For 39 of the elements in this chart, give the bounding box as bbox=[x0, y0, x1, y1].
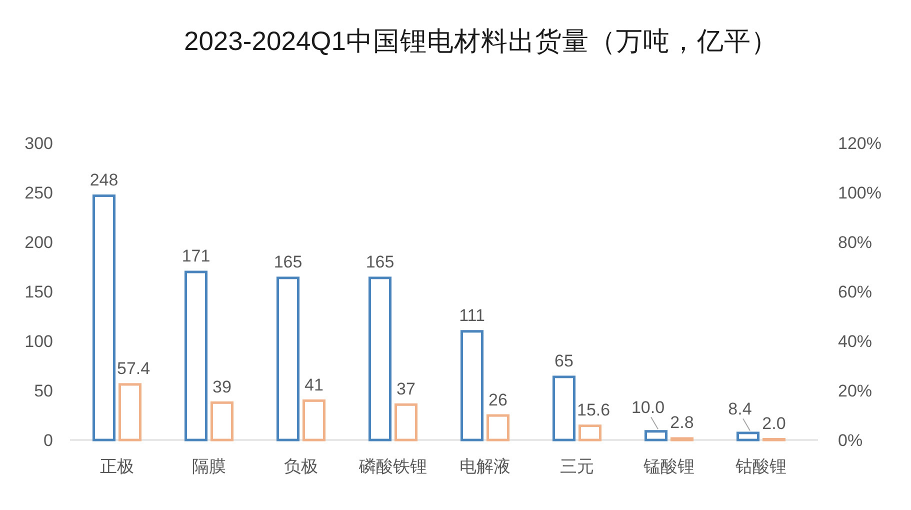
ytick: 250 bbox=[24, 184, 53, 202]
ytick: 300 bbox=[24, 134, 53, 153]
y2tick: 60% bbox=[838, 282, 872, 302]
data-label: 15.6 bbox=[577, 400, 610, 420]
data-label: 111 bbox=[459, 306, 485, 326]
data-label: 2.8 bbox=[670, 413, 694, 432]
y2tick: 40% bbox=[838, 332, 872, 351]
xtick: 三元 bbox=[560, 457, 594, 476]
xtick: 负极 bbox=[284, 457, 318, 476]
xtick: 隔膜 bbox=[192, 457, 226, 476]
xtick: 正极 bbox=[100, 457, 134, 476]
ytick: 200 bbox=[24, 233, 53, 252]
data-label: 165 bbox=[274, 252, 302, 272]
data-label: 8.4 bbox=[728, 400, 752, 419]
data-label: 2.0 bbox=[762, 414, 786, 434]
y2tick: 120% bbox=[838, 134, 882, 153]
data-label: 41 bbox=[304, 375, 324, 394]
data-label: 39 bbox=[212, 377, 232, 396]
ytick: 50 bbox=[34, 382, 53, 400]
y2tick: 80% bbox=[838, 233, 872, 252]
xtick: 锰酸锂 bbox=[644, 457, 694, 476]
xtick: 电解液 bbox=[460, 457, 510, 476]
y2tick: 0% bbox=[838, 431, 863, 450]
data-label: 171 bbox=[182, 246, 210, 266]
data-label: 10.0 bbox=[631, 398, 665, 418]
ytick: 150 bbox=[24, 282, 53, 302]
y2tick: 20% bbox=[838, 382, 872, 400]
data-label: 165 bbox=[366, 252, 394, 272]
xtick: 磷酸铁锂 bbox=[359, 457, 427, 476]
data-label: 57.4 bbox=[117, 359, 150, 378]
data-label: 26 bbox=[488, 390, 508, 410]
xtick: 钴酸锂 bbox=[736, 457, 786, 476]
data-label: 65 bbox=[554, 352, 574, 371]
ytick: 0 bbox=[44, 431, 53, 450]
title: 2023-2024Q1中国锂电材料出货量（万吨，亿平） bbox=[184, 26, 778, 56]
data-label: 37 bbox=[396, 379, 416, 398]
ytick: 100 bbox=[24, 332, 53, 351]
data-label: 248 bbox=[90, 170, 118, 190]
y2tick: 100% bbox=[838, 184, 882, 202]
